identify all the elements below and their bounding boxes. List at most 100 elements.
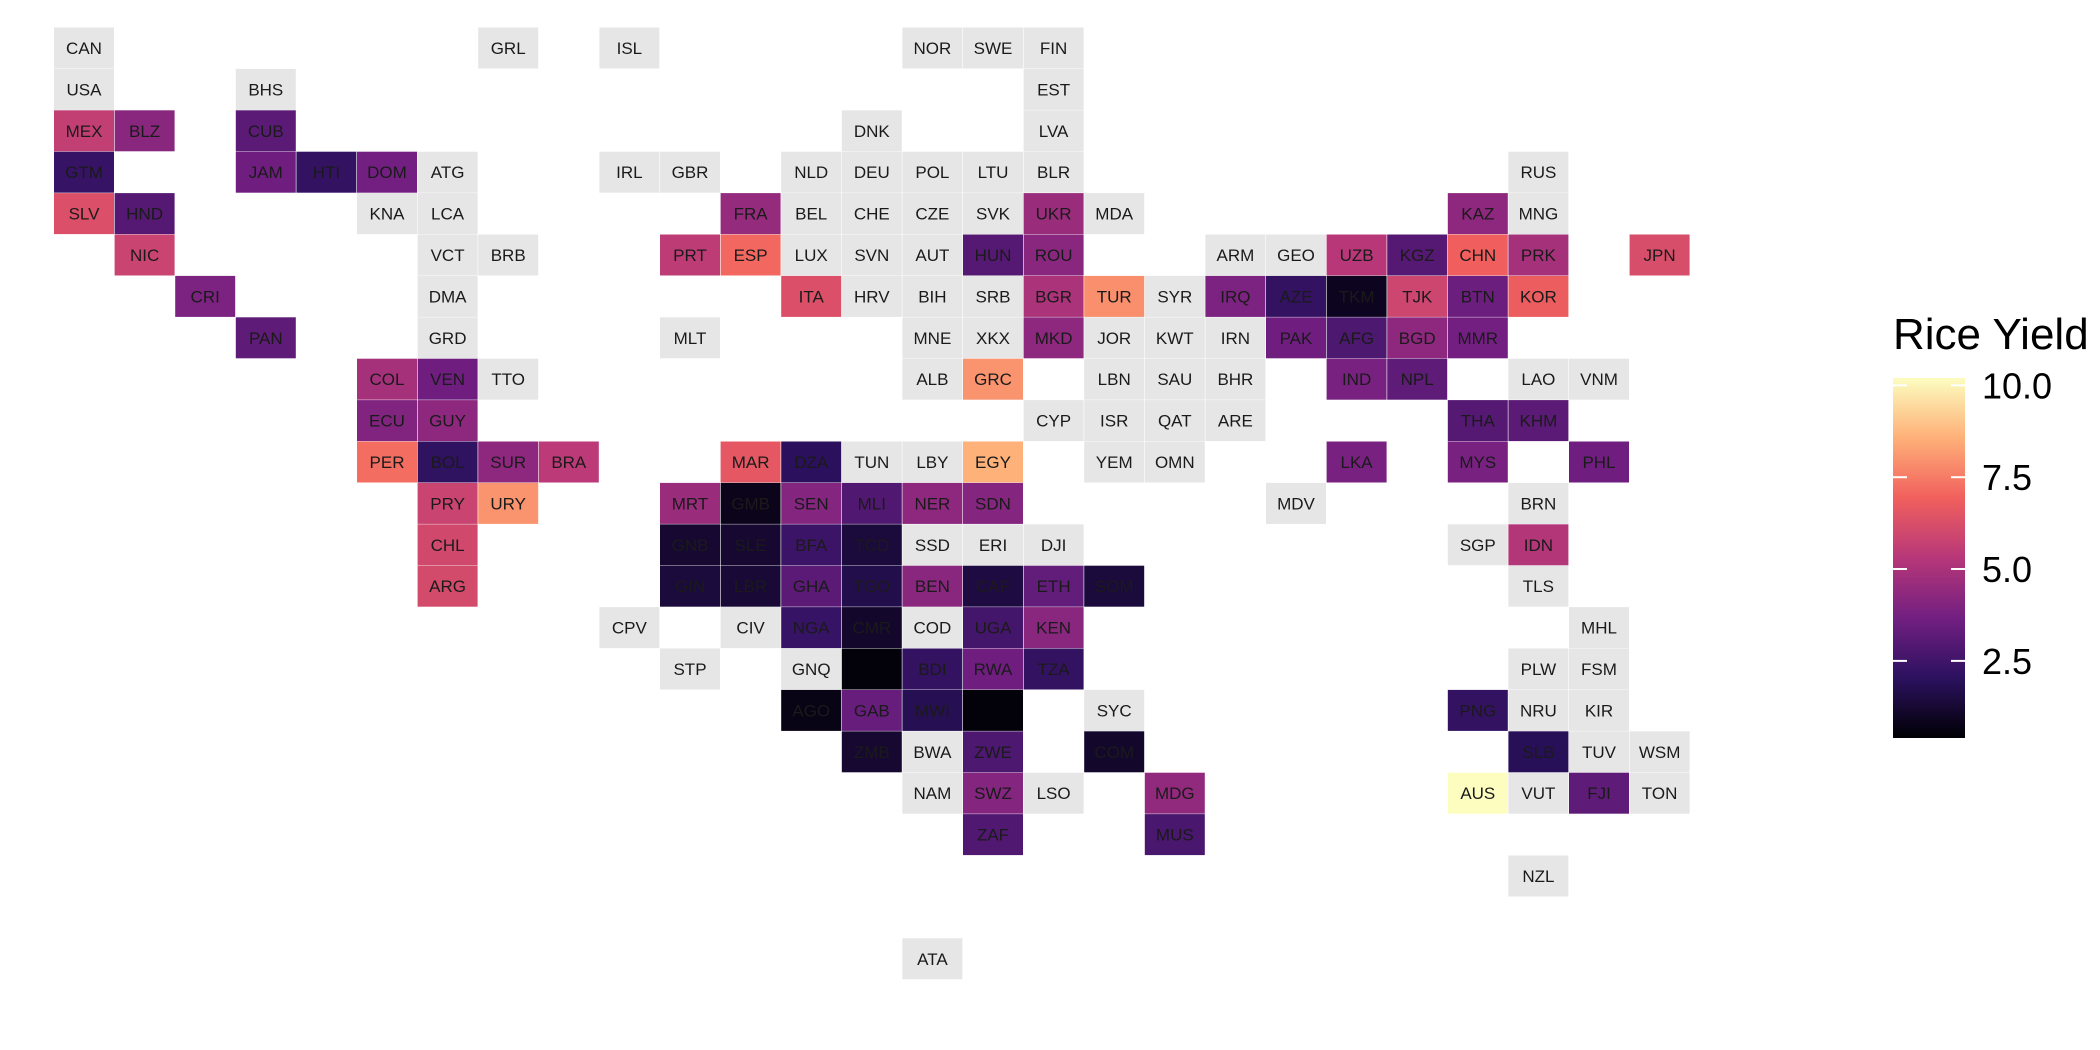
tile-fill bbox=[963, 648, 1023, 690]
tile-tun: TUN bbox=[841, 441, 902, 483]
tile-label: PHL bbox=[1582, 453, 1615, 472]
tile-label: PRK bbox=[1521, 246, 1557, 265]
tile-label: NER bbox=[914, 494, 950, 513]
tile-mhl: MHL bbox=[1569, 607, 1629, 649]
legend-tick-label: 2.5 bbox=[1982, 641, 2032, 682]
tile-fill bbox=[599, 607, 660, 649]
tile-label: MDV bbox=[1277, 494, 1315, 513]
tile-label: DNK bbox=[854, 122, 891, 141]
tile-fill bbox=[1508, 772, 1569, 814]
tile-fill bbox=[781, 524, 842, 566]
tile-mli: MLI bbox=[841, 482, 902, 524]
tile-fill bbox=[417, 441, 478, 483]
tile-bhs: BHS bbox=[235, 68, 296, 110]
tile-label: NAM bbox=[914, 784, 952, 803]
tile-fill bbox=[235, 68, 296, 110]
tile-fill bbox=[417, 275, 478, 317]
tile-fill bbox=[1508, 275, 1569, 317]
tile-uzb: UZB bbox=[1326, 234, 1387, 276]
tile-fill bbox=[357, 193, 417, 235]
tile-jpn: JPN bbox=[1629, 234, 1690, 276]
tile-label: PAN bbox=[249, 329, 283, 348]
tile-nld: NLD bbox=[781, 151, 842, 193]
tile-label: USA bbox=[67, 80, 103, 99]
tile-tto: TTO bbox=[478, 358, 539, 400]
tile-label: DEU bbox=[854, 163, 890, 182]
tile-fin: FIN bbox=[1023, 27, 1084, 69]
tile-label: KGZ bbox=[1400, 246, 1435, 265]
tile-nga: NGA bbox=[781, 607, 842, 649]
tile-fill bbox=[841, 110, 902, 152]
tile-cod: COD bbox=[902, 607, 963, 649]
tile-fill bbox=[1023, 110, 1084, 152]
tile-label: MNE bbox=[914, 329, 952, 348]
tile-label: GEO bbox=[1277, 246, 1315, 265]
tile-hun: HUN bbox=[963, 234, 1023, 276]
tile-jor: JOR bbox=[1084, 317, 1145, 359]
tile-fill bbox=[538, 441, 599, 483]
tile-label: MNG bbox=[1519, 205, 1559, 224]
tile-label: NZL bbox=[1522, 867, 1554, 886]
tile-fill bbox=[235, 110, 296, 152]
tile-fill bbox=[902, 275, 963, 317]
tile-label: ETH bbox=[1037, 577, 1071, 596]
tile-fill bbox=[720, 565, 781, 607]
tile-prk: PRK bbox=[1508, 234, 1569, 276]
tile-fill bbox=[963, 234, 1023, 276]
tile-fill bbox=[1023, 317, 1084, 359]
tile-vut: VUT bbox=[1508, 772, 1569, 814]
tile-label: CMR bbox=[852, 619, 891, 638]
tile-mmr: MMR bbox=[1447, 317, 1508, 359]
tile-fill bbox=[417, 317, 478, 359]
tile-label: GAB bbox=[854, 701, 890, 720]
tile-fill bbox=[660, 317, 720, 359]
tile-eri: ERI bbox=[963, 524, 1023, 566]
tile-aut: AUT bbox=[902, 234, 963, 276]
tile-cub: CUB bbox=[235, 110, 296, 152]
tile-fill bbox=[1387, 317, 1448, 359]
tile-tur: TUR bbox=[1084, 275, 1145, 317]
tile-hnd: HND bbox=[114, 193, 175, 235]
tile-fill bbox=[841, 689, 902, 731]
color-legend: Rice Yield 2.5 5.0 7.5 10.0 bbox=[1890, 300, 2100, 760]
tile-sau: SAU bbox=[1144, 358, 1205, 400]
tile-gnb: GNB bbox=[660, 524, 720, 566]
tile-fill bbox=[1266, 482, 1326, 524]
tile-isr: ISR bbox=[1084, 400, 1145, 442]
tile-fill bbox=[1508, 648, 1569, 690]
tile-fill bbox=[54, 68, 114, 110]
tile-phl: PHL bbox=[1569, 441, 1629, 483]
tile-gnq: GNQ bbox=[781, 648, 842, 690]
tile-kor: KOR bbox=[1508, 275, 1569, 317]
tile-com: COM bbox=[1084, 731, 1145, 773]
tile-label: GHA bbox=[793, 577, 831, 596]
tile-fill bbox=[1023, 234, 1084, 276]
tile-label: MDA bbox=[1095, 205, 1133, 224]
tile-fill bbox=[902, 193, 963, 235]
tile-ind: IND bbox=[1326, 358, 1387, 400]
tile-chn: CHN bbox=[1447, 234, 1508, 276]
tile-fill bbox=[1629, 234, 1690, 276]
tile-fill bbox=[720, 607, 781, 649]
tile-label: KAZ bbox=[1461, 205, 1494, 224]
tile-label: VNM bbox=[1580, 370, 1618, 389]
tile-kaz: KAZ bbox=[1447, 193, 1508, 235]
tile-label: CZE bbox=[915, 205, 949, 224]
tile-label: ROU bbox=[1035, 246, 1073, 265]
tile-fill bbox=[902, 565, 963, 607]
tile-uga: UGA bbox=[963, 607, 1023, 649]
tile-fill bbox=[478, 234, 539, 276]
tile-ukr: UKR bbox=[1023, 193, 1084, 235]
tile-nzl: NZL bbox=[1508, 855, 1569, 897]
tile-fill bbox=[1447, 275, 1508, 317]
tile-label: CYP bbox=[1036, 412, 1071, 431]
tile-label: AGO bbox=[792, 701, 830, 720]
tile-label: PNG bbox=[1459, 701, 1496, 720]
tile-label: TZA bbox=[1038, 660, 1071, 679]
tile-label: IRN bbox=[1221, 329, 1250, 348]
tile-label: MLT bbox=[674, 329, 707, 348]
tile-fill bbox=[1326, 441, 1387, 483]
tile-label: DJI bbox=[1041, 536, 1067, 555]
tile-kwt: KWT bbox=[1144, 317, 1205, 359]
tile-fill bbox=[781, 193, 842, 235]
